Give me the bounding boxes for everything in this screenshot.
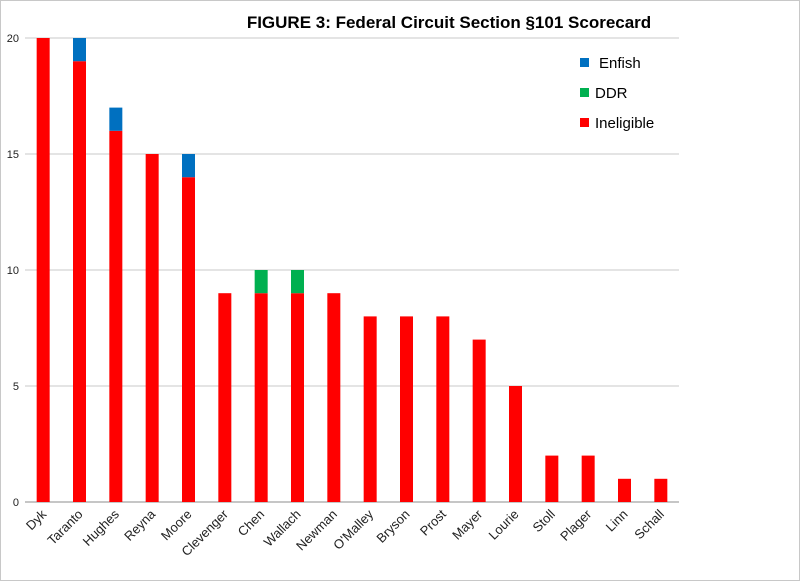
chart-title: FIGURE 3: Federal Circuit Section §101 S…	[247, 13, 651, 32]
legend-label-ineligible: Ineligible	[595, 115, 654, 132]
y-tick-label: 10	[7, 265, 19, 277]
x-tick-label: Linn	[603, 507, 631, 535]
bar-ineligible-reyna	[145, 154, 159, 502]
bar-enfish-taranto	[73, 38, 86, 62]
x-tick-label: Taranto	[44, 507, 85, 548]
bar-enfish-hughes	[109, 107, 123, 131]
x-tick-label: Stoll	[529, 506, 558, 535]
bar-ineligible-schall	[654, 478, 668, 502]
bar-ineligible-taranto	[73, 61, 86, 502]
x-tick-label: Prost	[417, 506, 449, 538]
bar-ineligible-stoll	[545, 455, 559, 502]
x-tick-label: Newman	[293, 507, 340, 554]
x-tick-label: Lourie	[485, 507, 521, 543]
bar-enfish-moore	[182, 154, 195, 178]
legend-swatch-ineligible	[580, 118, 589, 127]
bar-ineligible-newman	[327, 293, 341, 502]
x-tick-label: Schall	[631, 506, 667, 542]
gridlines	[25, 37, 679, 503]
legend-label-enfish: Enfish	[599, 55, 641, 72]
bar-ineligible-chen	[254, 293, 268, 502]
x-tick-label: Hughes	[80, 506, 123, 549]
y-axis: 0 5 10 15 20	[7, 33, 19, 509]
legend-swatch-enfish	[580, 58, 589, 67]
bar-ineligible-wallach	[291, 293, 304, 502]
bar-ineligible-hughes	[109, 130, 123, 503]
bar-ineligible-dyk	[36, 38, 50, 502]
bar-ineligible-moore	[182, 177, 195, 502]
bar-ineligible-lourie	[509, 386, 522, 502]
bar-ddr-wallach	[291, 270, 304, 294]
x-tick-label: Bryson	[373, 507, 412, 546]
y-tick-label: 5	[13, 381, 19, 393]
y-tick-label: 15	[7, 149, 19, 161]
bar-ineligible-linn	[618, 478, 631, 502]
bar-ineligible-clevenger	[218, 293, 232, 502]
bar-ineligible-plager	[581, 455, 595, 502]
y-tick-label: 20	[7, 33, 19, 45]
x-tick-label: Reyna	[121, 506, 159, 544]
bars	[36, 38, 668, 503]
bar-ineligible-mayer	[472, 339, 486, 502]
y-tick-label: 0	[13, 497, 19, 509]
bar-ineligible-prost	[436, 316, 450, 502]
legend-label-ddr: DDR	[595, 85, 628, 102]
x-tick-label: Plager	[557, 506, 595, 544]
bar-ineligible-omalley	[363, 316, 377, 502]
bar-ddr-chen	[254, 270, 268, 294]
legend-swatch-ddr	[580, 88, 589, 97]
x-tick-label: Chen	[235, 507, 268, 540]
x-tick-label: O'Malley	[330, 506, 376, 552]
x-tick-label: Mayer	[449, 506, 486, 543]
bar-ineligible-bryson	[400, 316, 413, 502]
x-tick-label: Dyk	[23, 506, 50, 533]
legend: Enfish DDR Ineligible	[580, 55, 654, 132]
